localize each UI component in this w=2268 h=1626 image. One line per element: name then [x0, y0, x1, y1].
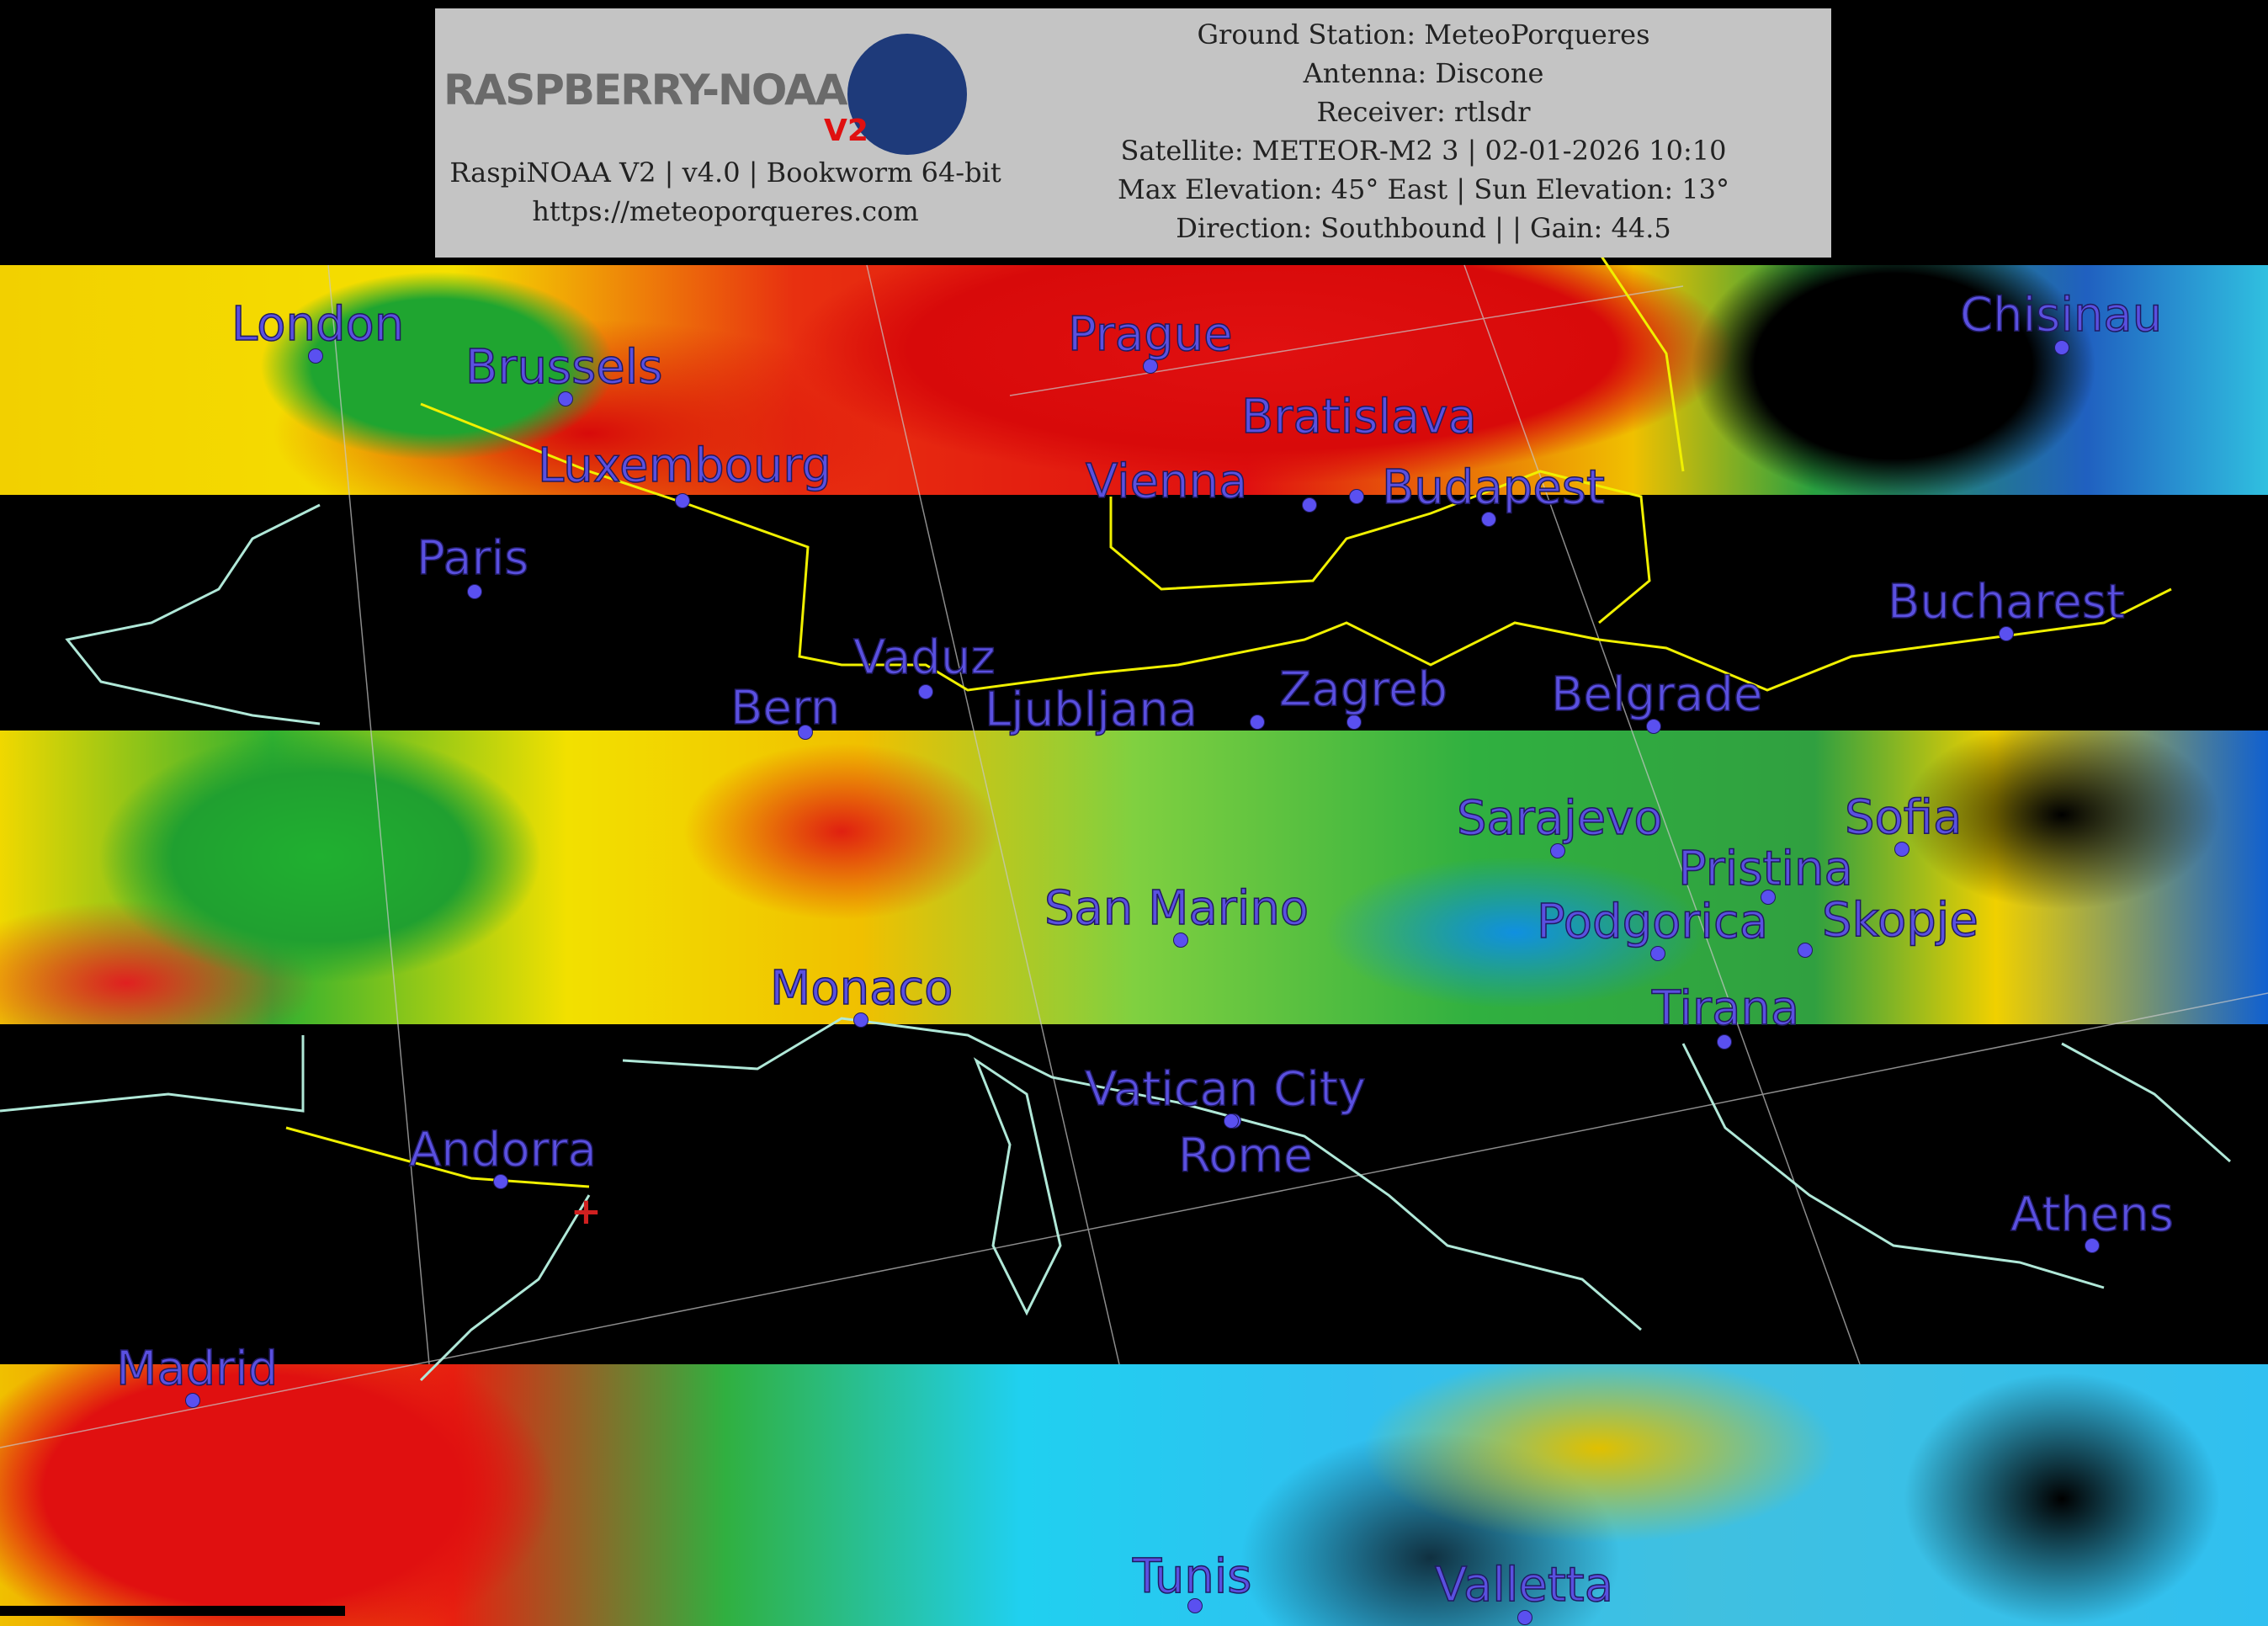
graticule: [0, 264, 2268, 1448]
city-dot-budapest: [1481, 512, 1496, 527]
city-label-paris: Paris: [416, 531, 529, 586]
city-dot-monaco: [853, 1012, 868, 1028]
city-label-vatican-city: Vatican City: [1084, 1062, 1366, 1117]
direction-gain: Direction: Southbound | | Gain: 44.5: [1176, 212, 1671, 244]
receiver: Receiver: rtlsdr: [1316, 96, 1531, 128]
city-dot-prague: [1143, 359, 1158, 374]
city-label-skopje: Skopje: [1821, 893, 1979, 948]
city-label-rome: Rome: [1177, 1129, 1313, 1183]
imagery-band-south: [0, 1364, 2268, 1626]
coastlines: [0, 503, 2231, 1382]
website-link[interactable]: https://meteoporqueres.com: [532, 195, 919, 227]
city-dot-madrid: [185, 1393, 200, 1408]
city-label-athens: Athens: [2010, 1188, 2174, 1242]
city-label-pristina: Pristina: [1677, 842, 1853, 896]
antenna: Antenna: Discone: [1303, 57, 1544, 89]
imagery-band-north: [0, 265, 2268, 495]
city-label-bucharest: Bucharest: [1887, 575, 2125, 630]
city-label-podgorica: Podgorica: [1536, 895, 1769, 949]
ground-station: Ground Station: MeteoPorqueres: [1197, 19, 1650, 50]
city-label-zagreb: Zagreb: [1278, 662, 1448, 717]
ground-station-marker: +: [571, 1190, 602, 1233]
city-dot-belgrade: [1646, 719, 1661, 734]
city-dot-brussels: [558, 391, 573, 406]
city-label-sarajevo: Sarajevo: [1456, 791, 1663, 846]
city-dot-paris: [467, 584, 482, 599]
satellite-pass: Satellite: METEOR-M2 3 | 02-01-2026 10:1…: [1120, 135, 1727, 167]
city-dot-skopje: [1798, 943, 1813, 958]
city-dot-bratislava: [1349, 489, 1364, 504]
city-label-prague: Prague: [1067, 307, 1233, 362]
city-label-vaduz: Vaduz: [852, 630, 996, 685]
city-dot-bern: [798, 725, 813, 740]
city-dot-sofia: [1894, 842, 1909, 857]
elevation-info: Max Elevation: 45° East | Sun Elevation:…: [1117, 173, 1730, 205]
pass-info-header: RASPBERRY-NOAA V2 RaspiNOAA V2 | v4.0 | …: [435, 8, 1831, 258]
city-label-bern: Bern: [730, 681, 841, 736]
city-dot-tunis: [1187, 1598, 1203, 1613]
city-label-san-marino: San Marino: [1044, 881, 1309, 936]
city-dot-athens: [2085, 1238, 2100, 1253]
city-dot-bucharest: [1999, 626, 2014, 641]
city-label-valletta: Valletta: [1434, 1558, 1614, 1613]
city-label-belgrade: Belgrade: [1550, 667, 1763, 722]
missing-data-strip: [0, 1606, 345, 1616]
city-dot-sarajevo: [1550, 843, 1565, 858]
city-dot-ljubljana: [1250, 715, 1265, 730]
city-dot-andorra: [493, 1174, 508, 1189]
city-dot-san-marino: [1173, 933, 1188, 948]
city-label-brussels: Brussels: [465, 340, 663, 395]
city-dot-podgorica: [1650, 946, 1665, 961]
city-label-monaco: Monaco: [769, 961, 953, 1016]
city-label-luxembourg: Luxembourg: [537, 438, 832, 493]
city-label-vienna: Vienna: [1085, 454, 1248, 509]
city-label-sofia: Sofia: [1844, 790, 1963, 845]
city-dot-vaduz: [918, 684, 933, 699]
city-label-bratislava: Bratislava: [1240, 390, 1477, 444]
city-dot-valletta: [1517, 1610, 1532, 1625]
software-version: RaspiNOAA V2 | v4.0 | Bookworm 64-bit: [449, 157, 1001, 189]
city-dot-rome: [1224, 1113, 1239, 1129]
city-label-andorra: Andorra: [408, 1123, 598, 1177]
city-dot-zagreb: [1346, 715, 1362, 730]
city-label-tirana: Tirana: [1651, 981, 1800, 1036]
city-label-london: London: [231, 297, 405, 352]
city-label-ljubljana: Ljubljana: [984, 683, 1198, 737]
city-label-tunis: Tunis: [1132, 1549, 1252, 1604]
city-dot-tirana: [1717, 1034, 1732, 1049]
city-dot-luxembourg: [675, 493, 690, 508]
city-label-chisinau: Chisinau: [1959, 288, 2163, 343]
country-borders: [285, 252, 2172, 1188]
logo-version: V2: [824, 114, 868, 148]
city-label-budapest: Budapest: [1381, 460, 1605, 515]
city-dot-london: [308, 348, 323, 364]
city-dot-chisinau: [2054, 340, 2069, 355]
logo: RASPBERRY-NOAA: [444, 66, 847, 114]
city-dot-vienna: [1302, 497, 1317, 513]
city-label-madrid: Madrid: [115, 1342, 279, 1396]
satellite-logo-icon: [847, 34, 967, 155]
city-dot-pristina: [1761, 890, 1776, 905]
imagery-band-middle: [0, 731, 2268, 1024]
